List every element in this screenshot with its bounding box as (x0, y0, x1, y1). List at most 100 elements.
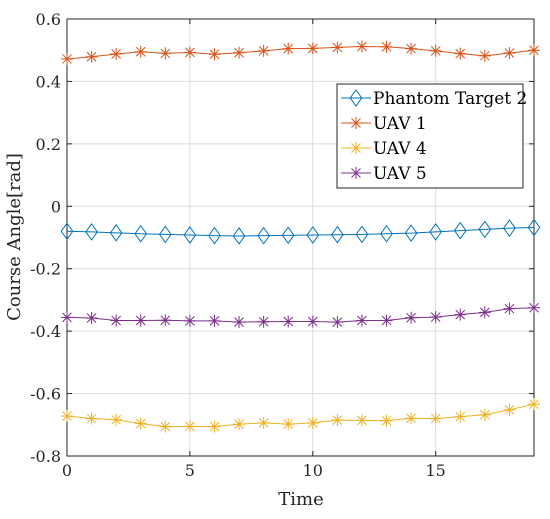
data-point (257, 44, 270, 57)
data-point (208, 226, 221, 245)
x-tick-labels: 0 5 10 15 (62, 19, 446, 480)
data-point (503, 302, 516, 315)
y-axis-label: Course Angle[rad] (4, 153, 25, 321)
series-layer (60, 40, 541, 433)
y-tick-label: -0.8 (30, 447, 61, 466)
data-point (282, 418, 295, 431)
data-point (233, 46, 246, 59)
legend-item: UAV 4 (341, 139, 427, 159)
data-point (134, 224, 148, 243)
legend-label: UAV 4 (373, 139, 427, 159)
data-point (183, 226, 197, 244)
data-point (134, 45, 147, 58)
data-point (208, 420, 221, 433)
y-tick-label: 0.6 (36, 10, 61, 29)
data-point (380, 224, 393, 243)
data-point (60, 222, 74, 241)
data-point (380, 414, 393, 427)
data-point (380, 40, 393, 53)
plot-frame (66, 18, 535, 457)
series-line (66, 227, 535, 237)
data-point (429, 44, 442, 57)
data-point (233, 418, 246, 431)
legend-marker (349, 89, 363, 107)
data-point (528, 398, 540, 411)
data-point (429, 223, 443, 241)
legend-item: Phantom Target 2 (341, 89, 527, 109)
data-point (183, 46, 196, 59)
data-point (454, 308, 467, 321)
data-point (110, 314, 123, 327)
data-point (257, 416, 270, 429)
data-point (478, 408, 491, 421)
data-point (527, 218, 541, 237)
data-point (528, 301, 540, 314)
data-point (306, 315, 319, 328)
legend-label: UAV 1 (373, 114, 427, 134)
data-point (330, 225, 344, 244)
y-tick-label: 0 (51, 197, 61, 216)
data-point (306, 42, 319, 55)
data-point (134, 417, 147, 430)
series-uav-1 (61, 40, 540, 65)
data-point (110, 413, 123, 426)
data-point (134, 314, 147, 327)
data-point (355, 40, 368, 53)
data-point (61, 311, 73, 324)
data-point (503, 403, 516, 416)
x-tick-label: 15 (426, 461, 446, 480)
data-point (159, 420, 172, 433)
data-point (331, 316, 344, 329)
data-point (183, 314, 196, 327)
y-tick-label: -0.2 (30, 260, 61, 279)
data-point (208, 48, 221, 61)
legend-item: UAV 5 (341, 164, 427, 184)
legend-box (336, 83, 524, 189)
data-point (478, 220, 492, 239)
data-point (85, 412, 98, 425)
data-point (503, 47, 516, 60)
data-point (405, 42, 418, 55)
legend-label: UAV 5 (373, 164, 427, 184)
data-point (233, 316, 246, 329)
data-point (159, 47, 172, 60)
data-point (85, 50, 98, 63)
x-tick-label: 10 (303, 461, 323, 480)
data-point (85, 223, 98, 241)
legend-label: Phantom Target 2 (373, 89, 527, 109)
data-point (208, 314, 221, 327)
data-point (331, 414, 344, 427)
data-point (306, 226, 320, 244)
y-tick-labels: -0.8 -0.6 -0.4 -0.2 0 0.2 0.4 0.6 (30, 10, 534, 466)
series-uav-5 (61, 301, 540, 329)
data-point (355, 314, 368, 327)
legend: Phantom Target 2 UAV 1 UAV 4 UAV 5 (336, 83, 527, 189)
data-point (405, 311, 418, 324)
data-point (454, 47, 467, 60)
data-point (110, 47, 123, 60)
data-point (306, 416, 319, 429)
data-point (355, 414, 368, 427)
data-point (159, 314, 172, 327)
legend-marker (350, 167, 362, 179)
data-point (109, 223, 123, 242)
data-point (232, 227, 246, 245)
y-tick-label: 0.4 (36, 72, 61, 91)
x-tick-label: 0 (62, 461, 72, 480)
data-point (282, 315, 295, 328)
x-tick-label: 5 (185, 461, 195, 480)
data-point (85, 312, 98, 325)
data-point (478, 306, 491, 319)
data-point (453, 221, 467, 240)
series-uav-4 (61, 398, 540, 433)
data-point (454, 410, 467, 423)
data-point (282, 42, 295, 55)
data-point (257, 226, 271, 245)
data-point (528, 44, 540, 57)
y-tick-label: -0.6 (30, 385, 61, 404)
data-point (429, 311, 442, 324)
y-tick-label: -0.4 (30, 322, 61, 341)
data-point (183, 420, 196, 433)
data-point (380, 314, 393, 327)
series-phantom-target-2 (60, 218, 541, 245)
